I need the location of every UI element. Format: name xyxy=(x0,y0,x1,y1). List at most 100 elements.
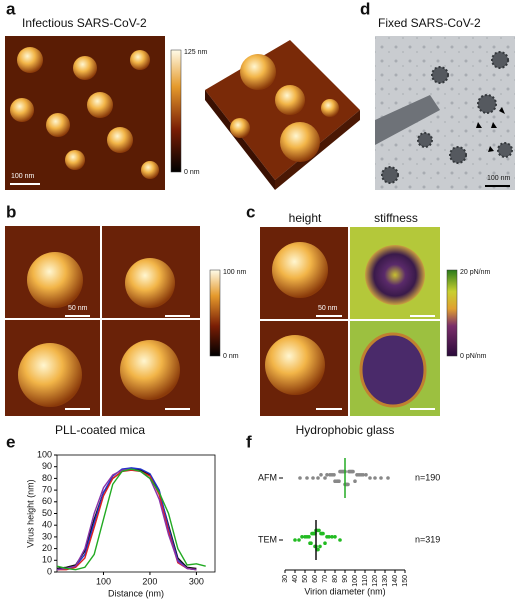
y-tick-label: 20 xyxy=(42,543,52,553)
scale-label: 100 nm xyxy=(487,175,511,182)
data-point xyxy=(307,535,311,539)
data-point xyxy=(321,531,325,536)
data-point xyxy=(351,469,355,474)
x-tick-label: 300 xyxy=(189,576,204,586)
scale-label: 50 nm xyxy=(318,305,338,312)
category-label: AFM xyxy=(258,472,277,482)
panel-label: e xyxy=(6,432,15,451)
colorbar xyxy=(446,269,458,357)
y-tick-label: 40 xyxy=(42,520,52,530)
data-point xyxy=(298,476,302,480)
x-tick-label: 200 xyxy=(142,576,157,586)
colorbar-min: 0 pN/nm xyxy=(460,353,487,360)
series-line xyxy=(56,467,197,571)
x-tick-label: 70 xyxy=(322,575,329,583)
scale-label: 50 nm xyxy=(68,305,88,312)
column-title: stiffness xyxy=(374,211,418,225)
data-point xyxy=(373,476,377,480)
data-point xyxy=(346,482,350,487)
scale-label: 100 nm xyxy=(11,173,35,180)
y-axis-label: Virus height (nm) xyxy=(25,479,35,547)
annotation: n=190 xyxy=(415,472,440,482)
data-point xyxy=(323,541,327,545)
data-point xyxy=(325,473,329,477)
y-tick-label: 0 xyxy=(47,566,52,576)
data-point xyxy=(309,541,313,545)
data-point xyxy=(333,535,337,539)
y-tick-label: 50 xyxy=(42,508,52,518)
data-point xyxy=(327,535,331,539)
data-point xyxy=(293,538,297,542)
x-tick-label: 130 xyxy=(382,575,389,587)
panel-title: Fixed SARS-CoV-2 xyxy=(378,16,481,30)
y-tick-label: 90 xyxy=(42,461,52,471)
plot-frame xyxy=(56,454,216,573)
x-axis-label: Distance (nm) xyxy=(108,588,164,598)
data-point xyxy=(317,528,321,533)
data-point xyxy=(368,476,372,480)
data-point xyxy=(319,473,323,477)
colorbar-max: 20 pN/nm xyxy=(460,269,491,276)
x-axis-label: Virion diameter (nm) xyxy=(304,586,385,596)
annotation: n=319 xyxy=(415,534,440,544)
y-tick-label: 60 xyxy=(42,496,52,506)
panel-label: c xyxy=(246,202,255,221)
data-point xyxy=(323,476,327,480)
x-tick-label: 100 xyxy=(96,576,111,586)
data-point xyxy=(337,479,341,484)
panel-label: d xyxy=(360,0,370,18)
x-tick-label: 50 xyxy=(302,575,309,583)
panel-title: Infectious SARS-CoV-2 xyxy=(22,16,147,30)
x-tick-label: 140 xyxy=(392,575,399,587)
x-tick-label: 40 xyxy=(292,575,299,583)
data-point xyxy=(297,538,301,542)
data-point xyxy=(300,535,304,539)
y-tick-label: 100 xyxy=(37,449,52,459)
series-line xyxy=(56,468,206,571)
colorbar-min: 0 nm xyxy=(184,169,200,176)
caption: Hydrophobic glass xyxy=(296,423,395,437)
data-point xyxy=(361,473,365,477)
afm-3d-image xyxy=(205,40,360,190)
category-label: TEM xyxy=(258,534,277,544)
x-tick-label: 120 xyxy=(372,575,379,587)
data-point xyxy=(318,544,322,549)
panel-label: b xyxy=(6,202,16,221)
data-point xyxy=(311,476,315,480)
caption: PLL-coated mica xyxy=(55,423,145,437)
series-line xyxy=(56,468,197,571)
y-tick-label: 80 xyxy=(42,473,52,483)
x-tick-label: 80 xyxy=(332,575,339,583)
x-tick-label: 60 xyxy=(312,575,319,583)
y-tick-label: 70 xyxy=(42,484,52,494)
column-title: height xyxy=(289,211,322,225)
colorbar xyxy=(170,49,182,173)
x-tick-label: 100 xyxy=(352,575,359,587)
x-tick-label: 150 xyxy=(402,575,409,587)
afm-single-virions xyxy=(5,226,200,416)
data-point xyxy=(316,476,320,480)
y-tick-label: 10 xyxy=(42,555,52,565)
colorbar-max: 125 nm xyxy=(184,49,208,56)
tem-image xyxy=(375,36,515,190)
panel-label: f xyxy=(246,432,252,451)
colorbar-max: 100 nm xyxy=(223,269,247,276)
x-tick-label: 90 xyxy=(342,575,349,583)
data-point xyxy=(353,479,357,484)
data-point xyxy=(379,476,383,480)
afm-height-stiffness xyxy=(260,227,440,416)
afm-image xyxy=(5,36,165,190)
data-point xyxy=(305,476,309,480)
colorbar xyxy=(209,269,221,357)
data-point xyxy=(330,535,334,539)
data-point xyxy=(316,547,320,552)
panel-label: a xyxy=(6,0,16,18)
data-point xyxy=(338,538,342,542)
x-tick-label: 30 xyxy=(282,575,289,583)
data-point xyxy=(386,476,390,480)
data-point xyxy=(364,473,368,477)
colorbar-min: 0 nm xyxy=(223,353,239,360)
x-tick-label: 110 xyxy=(362,575,369,586)
data-point xyxy=(332,473,336,477)
